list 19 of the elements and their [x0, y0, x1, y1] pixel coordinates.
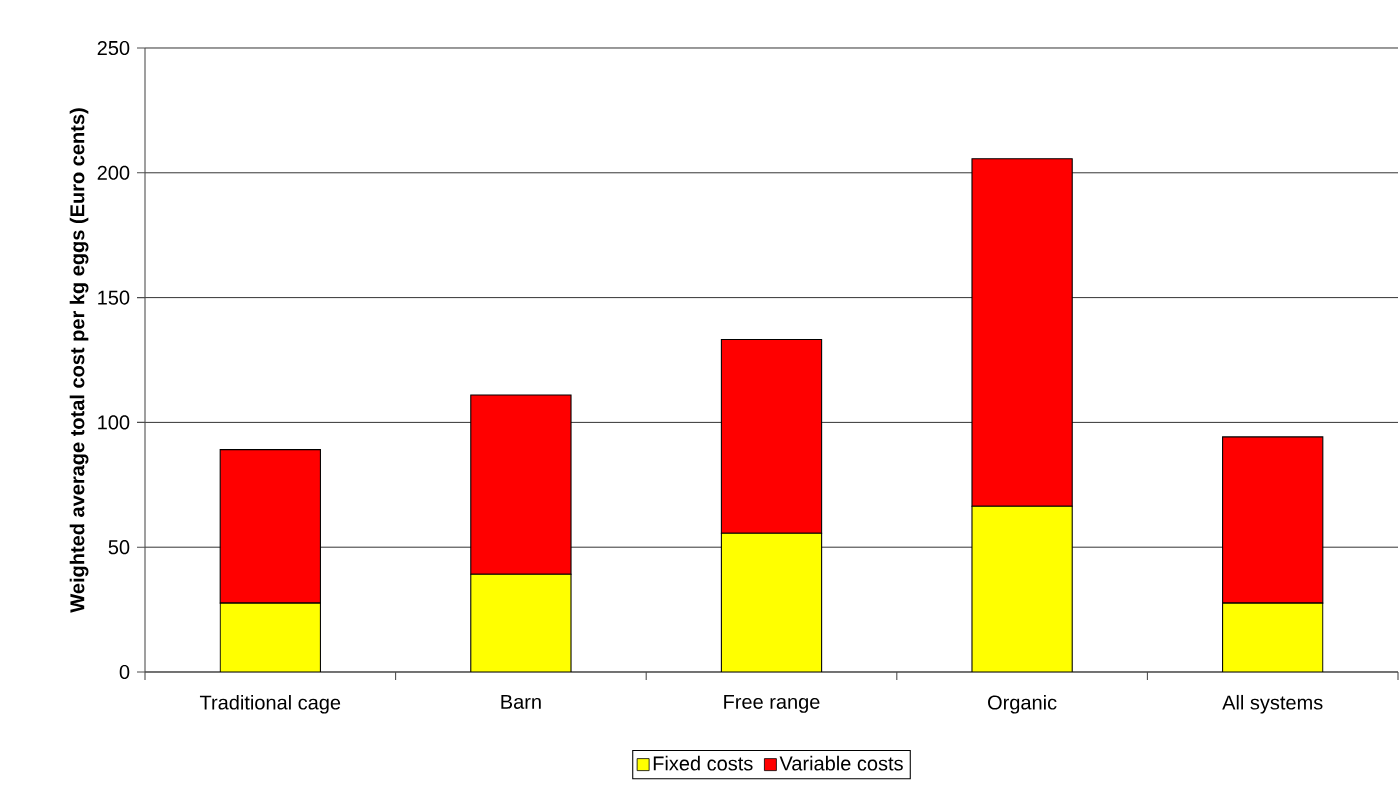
x-tick-label: All systems [1222, 694, 1323, 714]
bar [971, 505, 1073, 672]
x-tick-label: Free range [724, 694, 820, 713]
x-tick-label: Organic [988, 694, 1057, 714]
y-tick-label: 50 [108, 540, 130, 555]
y-tick-label: 250 [97, 40, 130, 56]
x-tick-label: Traditional cage [199, 694, 341, 714]
y-axis-title: Weighted average total cost per kg eggs (Euro cents) [69, 108, 89, 613]
bar [470, 573, 572, 672]
y-tick-label: 150 [98, 290, 130, 305]
bar [219, 602, 321, 672]
legend-label: Fixed costs [653, 755, 753, 771]
bar [720, 532, 823, 672]
y-tick-label: 200 [97, 165, 130, 180]
y-tick-label: 100 [98, 415, 130, 430]
x-tick-label: Barn [501, 694, 541, 709]
legend-label: Variable costs [779, 755, 903, 771]
y-tick-label: 0 [119, 664, 130, 680]
bar [1222, 602, 1324, 672]
